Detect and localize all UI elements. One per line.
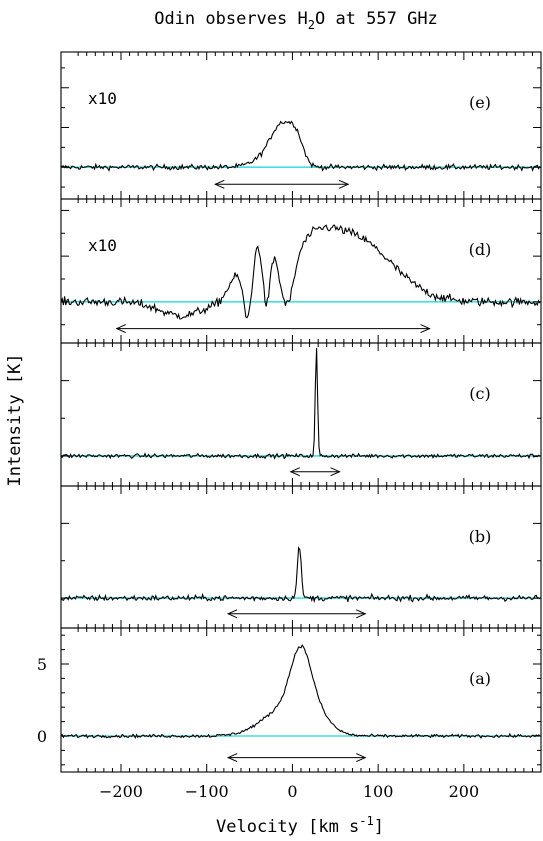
arrow-head-left [226,609,238,619]
velocity-range-arrow [214,179,350,189]
panel-a: (a) 0 5 −200 −100 0 100 200 [37,627,542,801]
arrow-head-left [226,753,238,763]
y-tick-label: 5 [37,655,47,674]
x-tick-label: −100 [185,782,229,801]
arrow-head-right [356,753,367,763]
arrow-head-right [338,179,350,189]
panel-e: (e) x10 [60,51,542,200]
x-tick-label: −200 [99,782,143,801]
spectrum-trace [60,224,541,320]
y-axis-label: Intensity [K] [5,353,25,486]
panel-frame [60,51,542,200]
spectrum-trace [60,120,541,172]
panel-frame [60,198,542,344]
panel-label: (c) [469,384,490,403]
chart-title: Odin observes H2O at 557 GHz [154,9,438,32]
velocity-range-arrow [115,324,431,334]
arrow-head-right [420,324,431,334]
arrow-head-right [356,609,367,619]
panel-c: (c) [60,342,542,487]
scale-note: x10 [88,89,117,108]
velocity-range-arrow [226,753,367,763]
spectrum-trace [60,348,541,460]
panel-b: (b) [60,485,542,629]
arrow-head-left [289,467,300,477]
panel-frame [60,342,542,487]
panels-group: (e) x10 (d) x10 (c) (b) (a) 0 5 −200 −100 0 100 200 [37,51,542,801]
y-tick-label: 0 [37,727,47,746]
arrow-head-left [214,179,225,189]
velocity-range-arrow [289,467,341,477]
panel-label: (a) [469,669,491,688]
panel-d: (d) x10 [60,198,542,344]
panel-label: (d) [469,240,492,259]
velocity-range-arrow [226,609,367,619]
spectrum-trace [60,546,541,604]
x-axis-label: Velocity [km s-1] [216,814,384,837]
arrow-head-right [330,467,341,477]
x-tick-label: 200 [449,782,480,801]
spectrum-trace [60,643,540,739]
panel-frame [60,627,542,773]
arrow-head-left [115,324,126,334]
panel-label: (e) [469,93,491,112]
x-tick-label: 0 [287,782,297,801]
scale-note: x10 [88,236,117,255]
panel-label: (b) [469,527,492,546]
x-tick-label: 100 [363,782,394,801]
